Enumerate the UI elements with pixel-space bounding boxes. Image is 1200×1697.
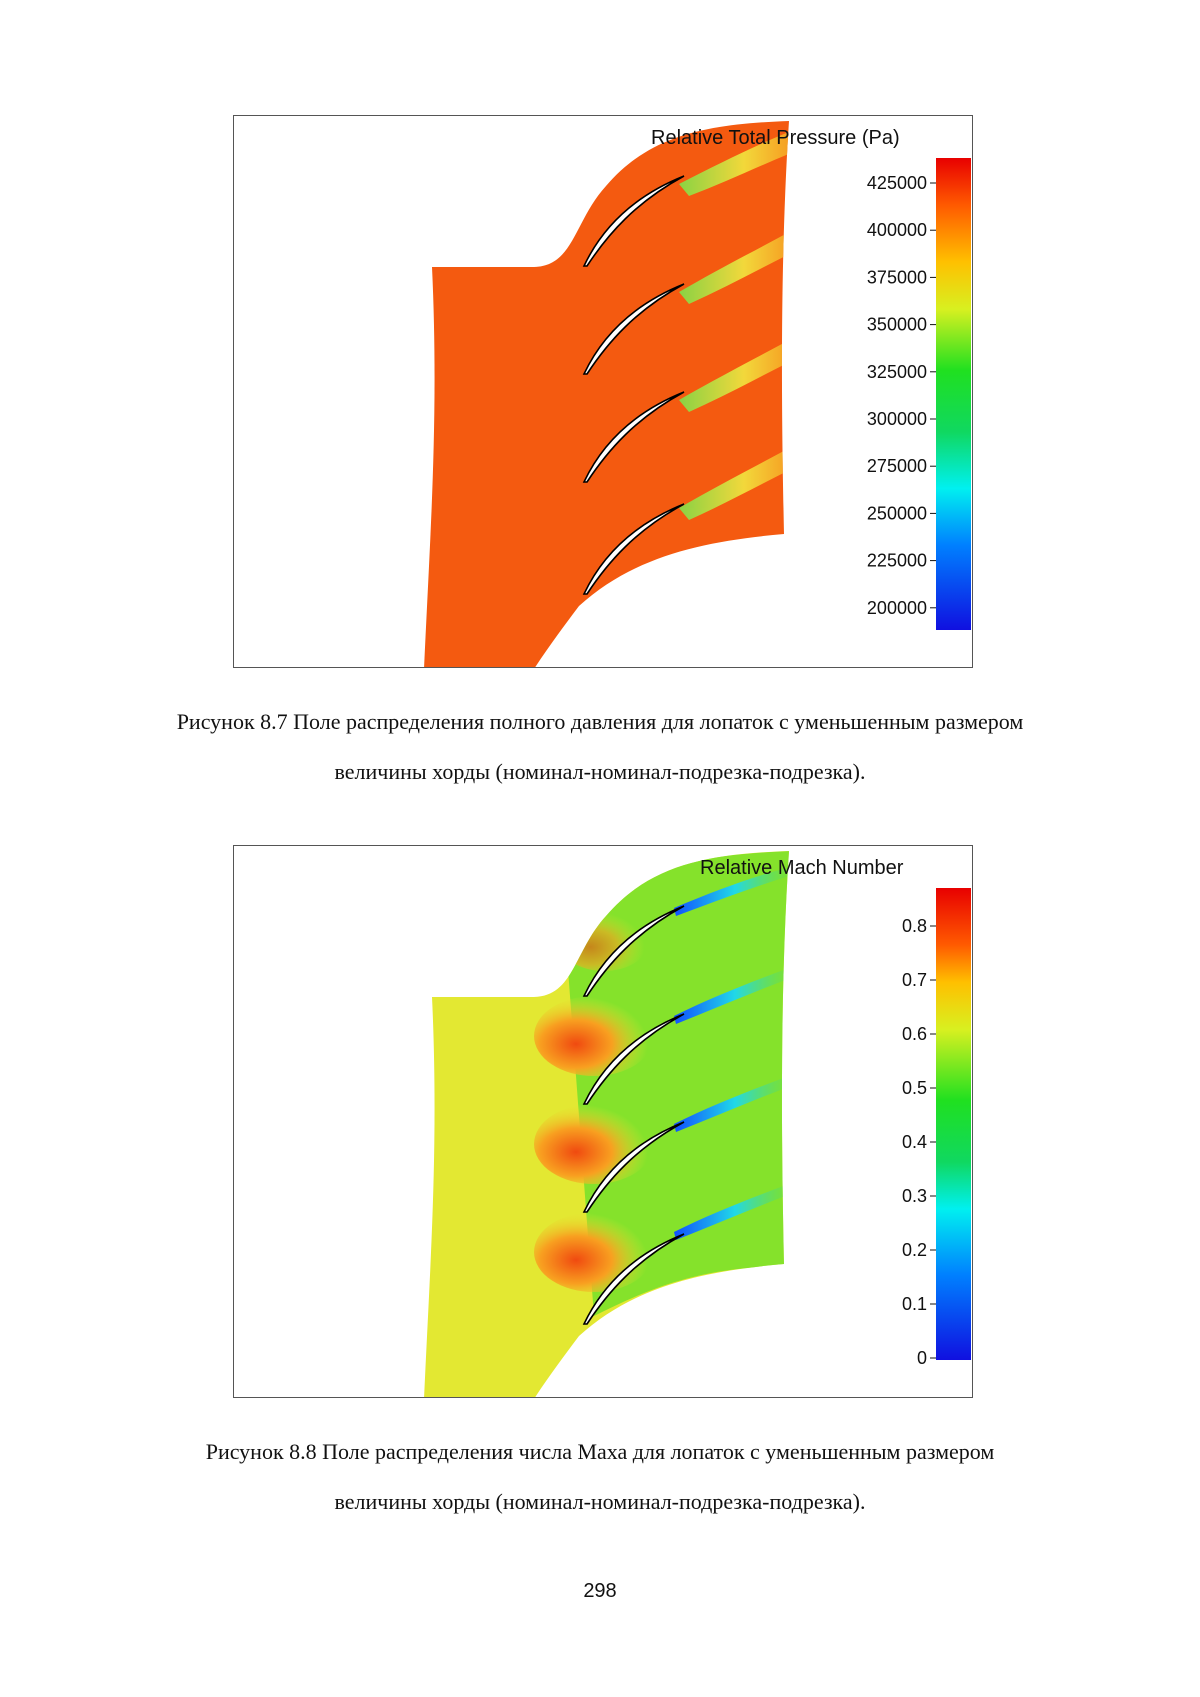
colorbar-ticks: 0.8 0.7 0.6 0.5 0.4 0.3 0.2 0.1 0 bbox=[902, 916, 936, 1368]
colorbar-tick-label: 375000 bbox=[867, 267, 927, 287]
pressure-blades bbox=[582, 175, 685, 595]
caption-line: величины хорды (номинал-номинал-подрезка… bbox=[334, 1489, 866, 1514]
pressure-contour-figure: Relative Total Pressure (Pa) 425000 40000… bbox=[233, 115, 973, 668]
colorbar-tick-label: 0.4 bbox=[902, 1132, 927, 1152]
blade-2 bbox=[582, 1013, 685, 1105]
colorbar-tick-label: 0.8 bbox=[902, 916, 927, 936]
pressure-flow-domain bbox=[424, 121, 789, 667]
mach-low-streaks bbox=[674, 866, 789, 1240]
mach-flow-domain bbox=[424, 851, 789, 1397]
colorbar-tick-label: 325000 bbox=[867, 362, 927, 382]
colorbar-title: Relative Mach Number bbox=[700, 857, 904, 879]
colorbar-tick-label: 425000 bbox=[867, 173, 927, 193]
colorbar-tick-label: 0.5 bbox=[902, 1078, 927, 1098]
figure-caption: Рисунок 8.8 Поле распределения числа Мах… bbox=[60, 1427, 1140, 1527]
blade-3 bbox=[582, 391, 685, 483]
colorbar-ticks: 425000 400000 375000 350000 325000 300000 2750… bbox=[867, 173, 936, 618]
colorbar-tick-label: 275000 bbox=[867, 456, 927, 476]
colorbar-title: Relative Total Pressure (Pa) bbox=[651, 127, 900, 149]
blade-3 bbox=[582, 1121, 685, 1213]
colorbar-tick-label: 0.1 bbox=[902, 1294, 927, 1314]
blade-4 bbox=[582, 1233, 685, 1325]
caption-line: величины хорды (номинал-номинал-подрезка… bbox=[334, 759, 866, 784]
page-number: 298 bbox=[583, 1580, 617, 1602]
figure-caption: Рисунок 8.7 Поле распределения полного д… bbox=[60, 697, 1140, 797]
colorbar-tick-label: 400000 bbox=[867, 220, 927, 240]
colorbar-tick-label: 250000 bbox=[867, 503, 927, 523]
caption-line: Рисунок 8.8 Поле распределения числа Мах… bbox=[205, 1439, 995, 1464]
blade-2 bbox=[582, 283, 685, 375]
colorbar-tick-label: 225000 bbox=[867, 551, 927, 571]
blade-4 bbox=[582, 503, 685, 595]
caption-line: Рисунок 8.7 Поле распределения полного д… bbox=[176, 709, 1024, 734]
colorbar bbox=[936, 888, 971, 1360]
colorbar bbox=[936, 158, 971, 630]
pressure-field-background bbox=[424, 121, 789, 667]
pressure-contour-plot: Relative Total Pressure (Pa) 425000 40000… bbox=[424, 121, 971, 667]
colorbar-tick-label: 0.3 bbox=[902, 1186, 927, 1206]
colorbar-tick-label: 0.2 bbox=[902, 1240, 927, 1260]
blade-1 bbox=[582, 175, 685, 267]
colorbar-tick-label: 0.6 bbox=[902, 1024, 927, 1044]
colorbar-tick-label: 0 bbox=[917, 1348, 927, 1368]
mach-contour-figure: Relative Mach Number 0.8 0.7 0.6 0.5 0.4 0.3 0… bbox=[233, 845, 973, 1398]
colorbar-tick-label: 0.7 bbox=[902, 970, 927, 990]
mach-blades bbox=[582, 905, 685, 1325]
mach-contour-plot: Relative Mach Number 0.80.70.60.50.40.30… bbox=[424, 851, 971, 1397]
pressure-wakes bbox=[679, 126, 789, 520]
colorbar-tick-label: 300000 bbox=[867, 409, 927, 429]
colorbar-tick-label: 350000 bbox=[867, 315, 927, 335]
blade-1 bbox=[582, 905, 685, 997]
colorbar-tick-label: 200000 bbox=[867, 598, 927, 618]
